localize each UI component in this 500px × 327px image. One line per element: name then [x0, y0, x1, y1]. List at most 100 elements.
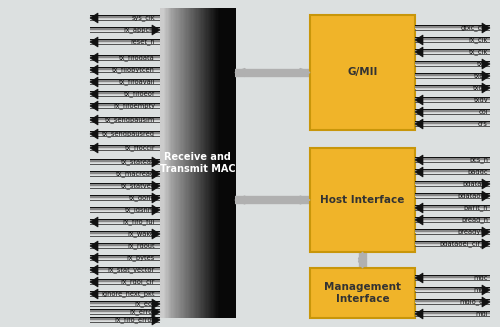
Bar	[415, 25, 490, 26]
Bar	[90, 218, 160, 220]
Polygon shape	[152, 315, 160, 325]
Bar	[90, 186, 160, 187]
Bar	[90, 200, 160, 201]
Bar	[219, 8, 220, 318]
Bar	[415, 38, 490, 40]
Text: mdc: mdc	[474, 275, 488, 281]
Bar	[90, 39, 160, 40]
Text: rx_rdol_clr: rx_rdol_clr	[120, 279, 155, 285]
Bar	[415, 158, 490, 160]
Bar	[90, 148, 160, 149]
Bar	[90, 70, 160, 72]
Bar	[415, 37, 490, 38]
Polygon shape	[90, 89, 98, 99]
Bar	[90, 270, 160, 271]
Bar	[90, 56, 160, 58]
Bar	[90, 160, 160, 162]
Bar	[90, 72, 160, 73]
Bar	[90, 260, 160, 261]
Bar	[228, 8, 229, 318]
Text: sys_clk: sys_clk	[132, 15, 155, 21]
Bar	[415, 170, 490, 172]
Bar	[310, 15, 415, 130]
Bar	[162, 8, 164, 318]
Bar	[415, 234, 490, 235]
Polygon shape	[152, 205, 160, 215]
Bar	[90, 280, 160, 282]
Bar	[210, 8, 212, 318]
Bar	[218, 8, 219, 318]
Bar	[90, 246, 160, 248]
Bar	[90, 32, 160, 33]
Bar	[90, 30, 160, 31]
Bar	[415, 168, 490, 170]
Bar	[415, 181, 490, 182]
Bar	[310, 148, 415, 252]
Bar	[415, 52, 490, 54]
Bar	[90, 294, 160, 296]
Polygon shape	[90, 53, 98, 63]
Bar	[90, 104, 160, 106]
Bar	[90, 122, 160, 123]
Bar	[205, 8, 207, 318]
Bar	[191, 8, 193, 318]
Bar	[415, 222, 490, 223]
Bar	[90, 232, 160, 234]
Bar	[200, 8, 202, 318]
Bar	[209, 8, 210, 318]
Text: tx_fifodata: tx_fifodata	[120, 55, 155, 61]
Text: G/MII: G/MII	[348, 67, 378, 77]
Bar	[90, 162, 160, 164]
Bar	[229, 8, 230, 318]
Polygon shape	[415, 309, 423, 319]
Bar	[188, 8, 189, 318]
Polygon shape	[415, 119, 423, 129]
Bar	[90, 84, 160, 85]
Text: txdv: txdv	[474, 97, 488, 103]
Polygon shape	[300, 68, 310, 77]
Bar	[415, 182, 490, 184]
Bar	[415, 230, 490, 232]
Bar	[211, 8, 213, 318]
Bar	[90, 302, 160, 304]
Bar	[186, 8, 188, 318]
Bar	[212, 8, 214, 318]
Bar	[415, 157, 490, 158]
Bar	[90, 196, 160, 198]
Bar	[90, 318, 160, 320]
Bar	[415, 290, 490, 291]
Polygon shape	[90, 65, 98, 75]
Bar	[216, 8, 218, 318]
Bar	[90, 188, 160, 189]
Text: rx_appclk: rx_appclk	[123, 26, 155, 33]
Bar	[415, 194, 490, 196]
Bar	[180, 8, 182, 318]
Bar	[90, 92, 160, 94]
Bar	[172, 8, 174, 318]
Bar	[415, 76, 490, 77]
Bar	[179, 8, 180, 318]
Polygon shape	[482, 285, 490, 295]
Bar	[90, 268, 160, 270]
Bar	[90, 66, 160, 68]
Bar	[231, 8, 233, 318]
Polygon shape	[235, 196, 245, 204]
Text: tx_clk: tx_clk	[469, 49, 488, 55]
Bar	[175, 8, 177, 318]
Bar	[234, 8, 235, 318]
Text: rx_eof: rx_eof	[134, 301, 155, 307]
Polygon shape	[415, 95, 423, 105]
Bar	[224, 8, 226, 318]
Bar	[90, 212, 160, 213]
Polygon shape	[90, 253, 98, 263]
Bar	[174, 8, 176, 318]
Bar	[415, 26, 490, 28]
Bar	[90, 176, 160, 177]
Bar	[415, 62, 490, 64]
Bar	[415, 186, 490, 187]
Polygon shape	[90, 37, 98, 47]
Text: tx_fifoeof: tx_fifoeof	[124, 91, 155, 97]
Bar	[90, 108, 160, 109]
Polygon shape	[415, 35, 423, 45]
Bar	[178, 8, 179, 318]
